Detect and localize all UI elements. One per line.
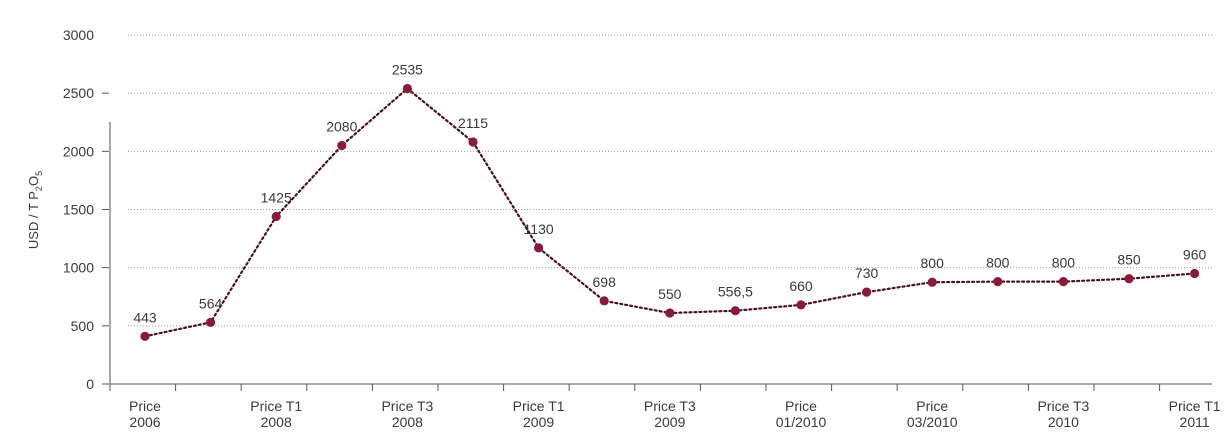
data-label: 556,5 [718,284,753,300]
series: 443 564 1425 2080 2535 2115 1130 698 550 556,5 660… [133,62,1206,341]
y-axis-ticks: 0 500 1000 1500 2000 2500 3000 [63,27,109,392]
data-label: 2080 [326,119,357,135]
data-label: 2115 [458,115,488,131]
x-tick-label: Price 2006 [129,398,161,430]
x-tick-label: Price 01/2010 [776,398,827,430]
data-label: 730 [855,265,879,281]
data-label: 800 [986,255,1010,271]
y-tick-label: 2000 [63,143,94,159]
y-tick-label: 3000 [63,27,94,43]
data-point [665,308,675,318]
x-tick-label: Price T1 2009 [513,398,565,430]
data-label: 698 [593,274,617,290]
data-point [599,296,609,306]
data-label: 800 [1052,255,1076,271]
x-tick-label: Price T3 2008 [381,398,433,430]
data-point [927,277,937,287]
data-label: 550 [658,286,682,302]
data-point [1058,277,1068,287]
x-tick-label: Price T1 2011 [1169,398,1221,430]
data-label: 1425 [261,189,292,205]
x-tick-label: Price T1 2008 [250,398,302,430]
data-point [796,300,806,310]
data-point [730,306,741,316]
data-label: 2535 [392,62,423,78]
y-tick-label: 2500 [63,85,94,101]
data-label: 800 [921,255,945,271]
data-point [1190,268,1200,279]
data-point [534,243,544,253]
data-point [1124,274,1134,284]
data-point [337,140,347,151]
data-point [402,83,412,94]
data-point [993,277,1003,287]
y-tick-label: 500 [71,318,95,334]
data-label: 850 [1117,252,1141,268]
y-tick-label: 0 [86,376,94,392]
grid-lines [128,34,1212,327]
y-axis-title: USD / T P2O5 [26,171,44,249]
data-point [271,211,281,222]
data-label: 564 [199,295,223,311]
axes [109,122,1212,385]
data-label: 960 [1183,246,1207,262]
data-point [862,287,872,297]
data-point [206,317,216,327]
data-label: 660 [789,278,813,294]
y-tick-label: 1500 [63,202,94,218]
data-point [140,331,150,341]
data-label: 443 [133,309,157,325]
x-tick-label: Price T3 2010 [1037,398,1089,430]
data-point [468,137,478,147]
x-axis-ticks: Price 2006 Price T1 2008 Price T3 2008 Price T… [109,384,1221,430]
y-tick-label: 1000 [63,260,94,276]
x-tick-label: Price T3 2009 [644,398,696,430]
y-axis-label: USD / T P2O5 [26,171,44,249]
x-tick-label: Price 03/2010 [907,398,958,430]
data-label: 1130 [524,221,554,237]
